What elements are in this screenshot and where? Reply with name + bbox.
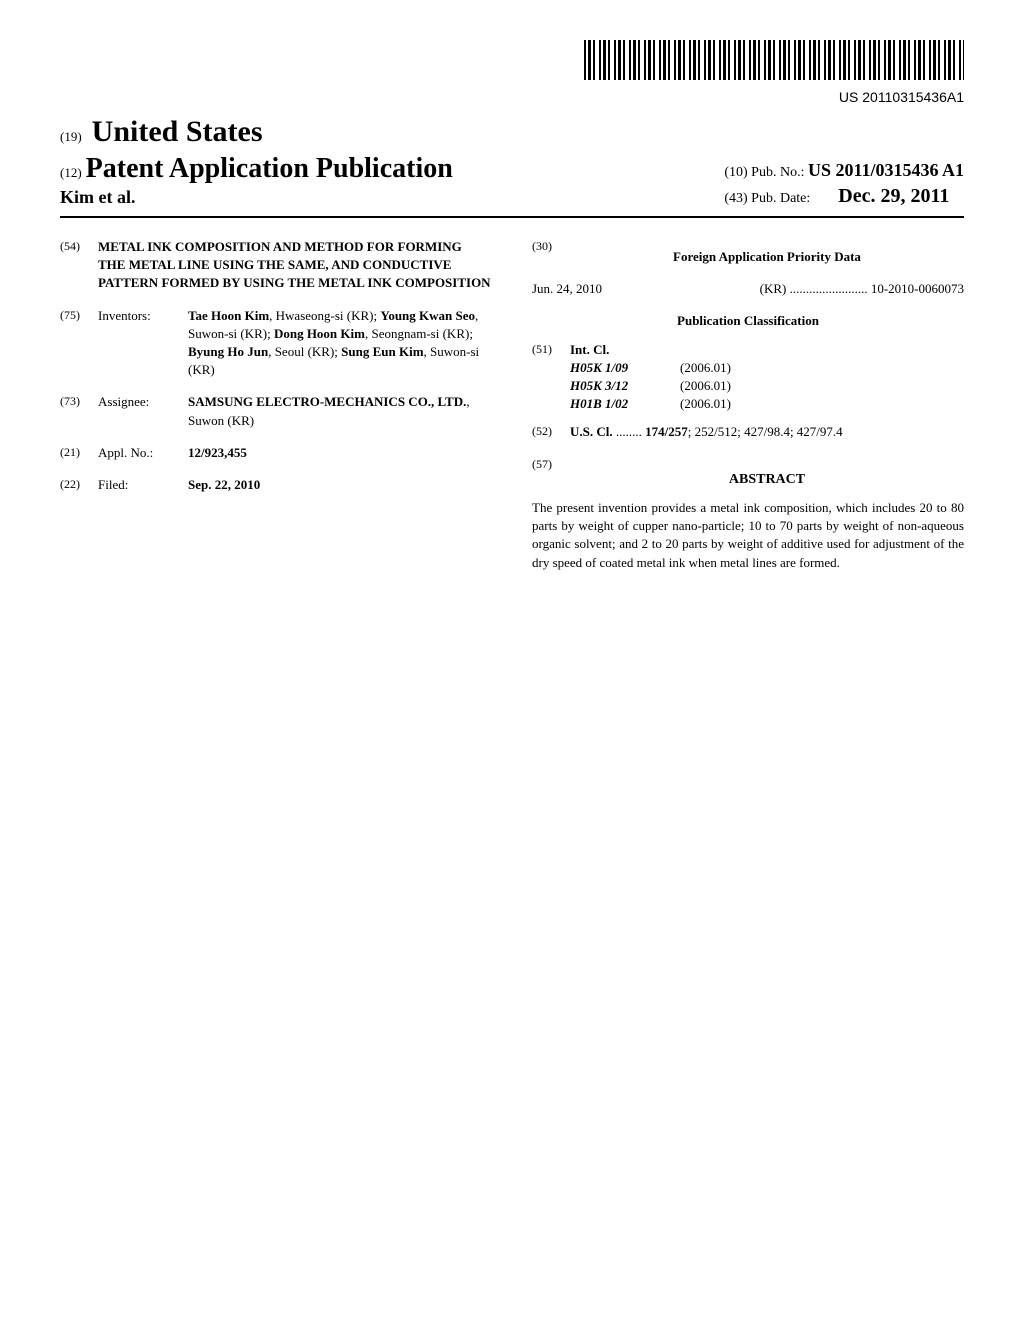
inventors-label: Inventors: [98, 307, 188, 380]
right-column: (30) Foreign Application Priority Data J… [532, 238, 964, 572]
filed-label: Filed: [98, 476, 188, 494]
code-54: (54) [60, 238, 98, 293]
pubno-label: Pub. No.: [751, 165, 804, 180]
pubdate-label: Pub. Date: [751, 191, 810, 206]
pub-number: US 2011/0315436 A1 [808, 160, 964, 180]
code-75: (75) [60, 307, 98, 380]
inventor-name: Young Kwan Seo [380, 308, 475, 323]
abstract-field: (57) ABSTRACT [532, 456, 964, 500]
uscl-label: U.S. Cl. [570, 424, 613, 439]
code-52: (52) [532, 423, 570, 441]
applno-field: (21) Appl. No.: 12/923,455 [60, 444, 492, 462]
pub-classification-heading: Publication Classification [532, 312, 964, 330]
priority-line: Jun. 24, 2010 (KR) .....................… [532, 280, 964, 298]
abstract-heading: ABSTRACT [570, 470, 964, 490]
publication-type: Patent Application Publication [86, 153, 453, 184]
assignee-name: SAMSUNG ELECTRO-MECHANICS CO., LTD. [188, 394, 466, 409]
barcode-graphic [584, 40, 964, 80]
inventor-name: Byung Ho Jun [188, 344, 268, 359]
code-22: (22) [60, 476, 98, 494]
inventors-field: (75) Inventors: Tae Hoon Kim, Hwaseong-s… [60, 307, 492, 380]
code-30: (30) [532, 238, 570, 276]
pub-date: Dec. 29, 2011 [838, 185, 949, 207]
code-10: (10) [724, 165, 747, 180]
inventor-name: Tae Hoon Kim [188, 308, 269, 323]
intcl-row: H01B 1/02 (2006.01) [570, 395, 964, 413]
header-left: (12) Patent Application Publication Kim … [60, 153, 453, 208]
barcode-region: US 20110315436A1 [60, 40, 964, 105]
appl-number: 12/923,455 [188, 444, 492, 462]
assignee-content: SAMSUNG ELECTRO-MECHANICS CO., LTD., Suw… [188, 393, 492, 429]
intcl-year: (2006.01) [680, 395, 731, 413]
code-73: (73) [60, 393, 98, 429]
body-columns: (54) METAL INK COMPOSITION AND METHOD FO… [60, 238, 964, 572]
assignee-label: Assignee: [98, 393, 188, 429]
filed-date: Sep. 22, 2010 [188, 476, 492, 494]
uscl-dots: ........ [616, 424, 642, 439]
uscl-secondary: ; 252/512; 427/98.4; 427/97.4 [688, 424, 843, 439]
foreign-priority-heading: Foreign Application Priority Data [570, 248, 964, 266]
assignee-field: (73) Assignee: SAMSUNG ELECTRO-MECHANICS… [60, 393, 492, 429]
intcl-year: (2006.01) [680, 377, 731, 395]
invention-title: METAL INK COMPOSITION AND METHOD FOR FOR… [98, 238, 492, 293]
foreign-priority-field: (30) Foreign Application Priority Data [532, 238, 964, 276]
code-51: (51) [532, 341, 570, 414]
code-43: (43) [724, 191, 747, 206]
uscl-field: (52) U.S. Cl. ........ 174/257; 252/512;… [532, 423, 964, 441]
code-57: (57) [532, 456, 570, 500]
inventor-loc: , Seoul (KR); [268, 344, 341, 359]
intcl-code: H05K 3/12 [570, 377, 680, 395]
uscl-primary: 174/257 [645, 424, 688, 439]
header-block: (19) United States (12) Patent Applicati… [60, 115, 964, 208]
intcl-code: H05K 1/09 [570, 359, 680, 377]
code-21: (21) [60, 444, 98, 462]
priority-country: (KR) [760, 281, 787, 296]
intcl-label: Int. Cl. [570, 341, 964, 359]
intcl-row: H05K 1/09 (2006.01) [570, 359, 964, 377]
left-column: (54) METAL INK COMPOSITION AND METHOD FO… [60, 238, 492, 572]
inventor-name: Sung Eun Kim [341, 344, 423, 359]
intcl-row: H05K 3/12 (2006.01) [570, 377, 964, 395]
priority-date: Jun. 24, 2010 [532, 280, 602, 298]
header-row: (12) Patent Application Publication Kim … [60, 153, 964, 208]
abstract-text: The present invention provides a metal i… [532, 499, 964, 572]
intcl-code: H01B 1/02 [570, 395, 680, 413]
inventors-list: Tae Hoon Kim, Hwaseong-si (KR); Young Kw… [188, 307, 492, 380]
priority-number: 10-2010-0060073 [871, 281, 964, 296]
authors-line: Kim et al. [60, 187, 453, 208]
code-12: (12) [60, 165, 82, 180]
divider-line [60, 216, 964, 218]
intcl-field: (51) Int. Cl. H05K 1/09 (2006.01) H05K 3… [532, 341, 964, 414]
filed-field: (22) Filed: Sep. 22, 2010 [60, 476, 492, 494]
barcode-pub-code: US 20110315436A1 [60, 89, 964, 105]
country-name: United States [92, 115, 263, 148]
inventor-name: Dong Hoon Kim [274, 326, 365, 341]
title-field: (54) METAL INK COMPOSITION AND METHOD FO… [60, 238, 492, 293]
priority-dots: ........................ [790, 281, 868, 296]
applno-label: Appl. No.: [98, 444, 188, 462]
inventor-loc: , Hwaseong-si (KR); [269, 308, 380, 323]
inventor-loc: , Seongnam-si (KR); [365, 326, 473, 341]
code-19: (19) [60, 129, 82, 144]
header-right: (10) Pub. No.: US 2011/0315436 A1 (43) P… [724, 160, 964, 208]
intcl-year: (2006.01) [680, 359, 731, 377]
